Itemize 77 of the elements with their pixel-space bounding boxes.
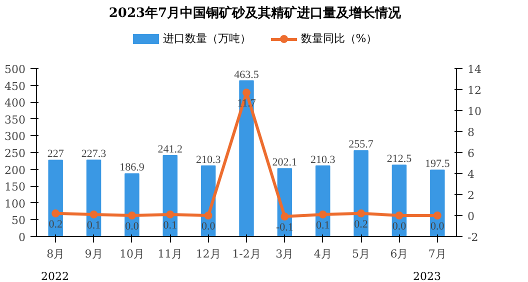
y2-tick-label: 6 [468,147,474,160]
y-tick-label: 450 [4,80,26,93]
point [280,212,289,221]
point [128,212,136,220]
data-label: 186.9 [120,162,145,174]
data-label: 0.1 [316,219,330,232]
x-tick-label: 5月 [352,248,370,260]
data-label: 0.1 [163,219,178,232]
data-label: 210.3 [196,154,222,166]
y-tick-label: 0 [18,231,26,244]
data-label: 255.7 [348,138,374,151]
x-tick-label: 6月 [390,248,408,260]
point [395,212,404,220]
x-tick-label: 1-2月 [232,248,261,260]
point [166,210,174,218]
text: 2023 [413,269,441,282]
y2-tick-label: 10 [468,105,482,118]
y2-tick-label: 12 [468,84,482,97]
y-tick-label: 500 [4,63,26,76]
data-label: 0.0 [392,220,407,232]
bar [162,154,178,236]
data-label: 197.5 [425,158,450,170]
y-tick-label: 200 [4,164,26,177]
x-tick-label: 3月 [276,248,294,260]
data-label: 212.5 [386,153,412,166]
x-tick-label: 12月 [196,248,221,260]
data-label: 0.0 [125,220,140,232]
x-tick-label: 11月 [158,248,183,260]
y-tick-label: 350 [4,113,26,126]
data-label: 0.0 [430,220,445,232]
data-label: 0.1 [86,219,101,232]
x-tick-label: 10月 [119,248,144,260]
data-label: 0.0 [201,220,216,232]
y-tick-label: 400 [4,96,26,110]
y-tick-label: 50 [12,214,26,228]
y2-tick-label: 4 [468,168,474,181]
point [90,210,98,218]
data-label: 463.5 [234,68,260,81]
text: 2022 [41,269,69,282]
point [52,209,60,218]
data-label: 227 [47,148,64,160]
point [318,210,327,218]
data-label: 227.3 [81,148,107,160]
point [204,212,212,220]
legend-label: 数量同比（%） [300,31,378,47]
bar [48,160,63,236]
data-label: 0.2 [354,218,368,230]
x-tick-label: 7月 [428,248,446,260]
point [357,209,366,218]
y-tick-label: 100 [4,197,26,210]
data-label: 202.1 [272,156,298,169]
y2-tick-label: 0 [468,210,474,223]
x-tick-label: 9月 [84,248,103,260]
y2-tick-label: 8 [468,126,474,139]
point [242,88,250,97]
data-label: 241.2 [158,143,183,156]
legend-label: 进口数量（万吨） [162,31,251,47]
bar [124,173,140,236]
x-tick-label: 4月 [314,248,332,260]
bar [315,165,330,236]
y2-tick-label: -2 [468,231,478,244]
y-tick-label: 250 [4,147,26,160]
bar [354,150,368,236]
data-label: 0.2 [48,218,62,230]
bar [86,160,102,236]
data-label: 210.3 [310,154,336,166]
point [433,212,442,220]
y-tick-label: 300 [4,130,26,144]
bar [239,80,254,236]
y2-tick-label: 14 [468,63,482,76]
y2-tick-label: 2 [468,189,474,202]
x-tick-label: 8月 [46,248,65,260]
bar [430,170,445,236]
bar [392,164,407,236]
y-tick-label: 150 [4,180,26,194]
chart-title: 2023年7月中国铜矿砂及其精矿进口量及增长情况 [108,5,402,23]
data-label: 11.7 [237,98,256,110]
